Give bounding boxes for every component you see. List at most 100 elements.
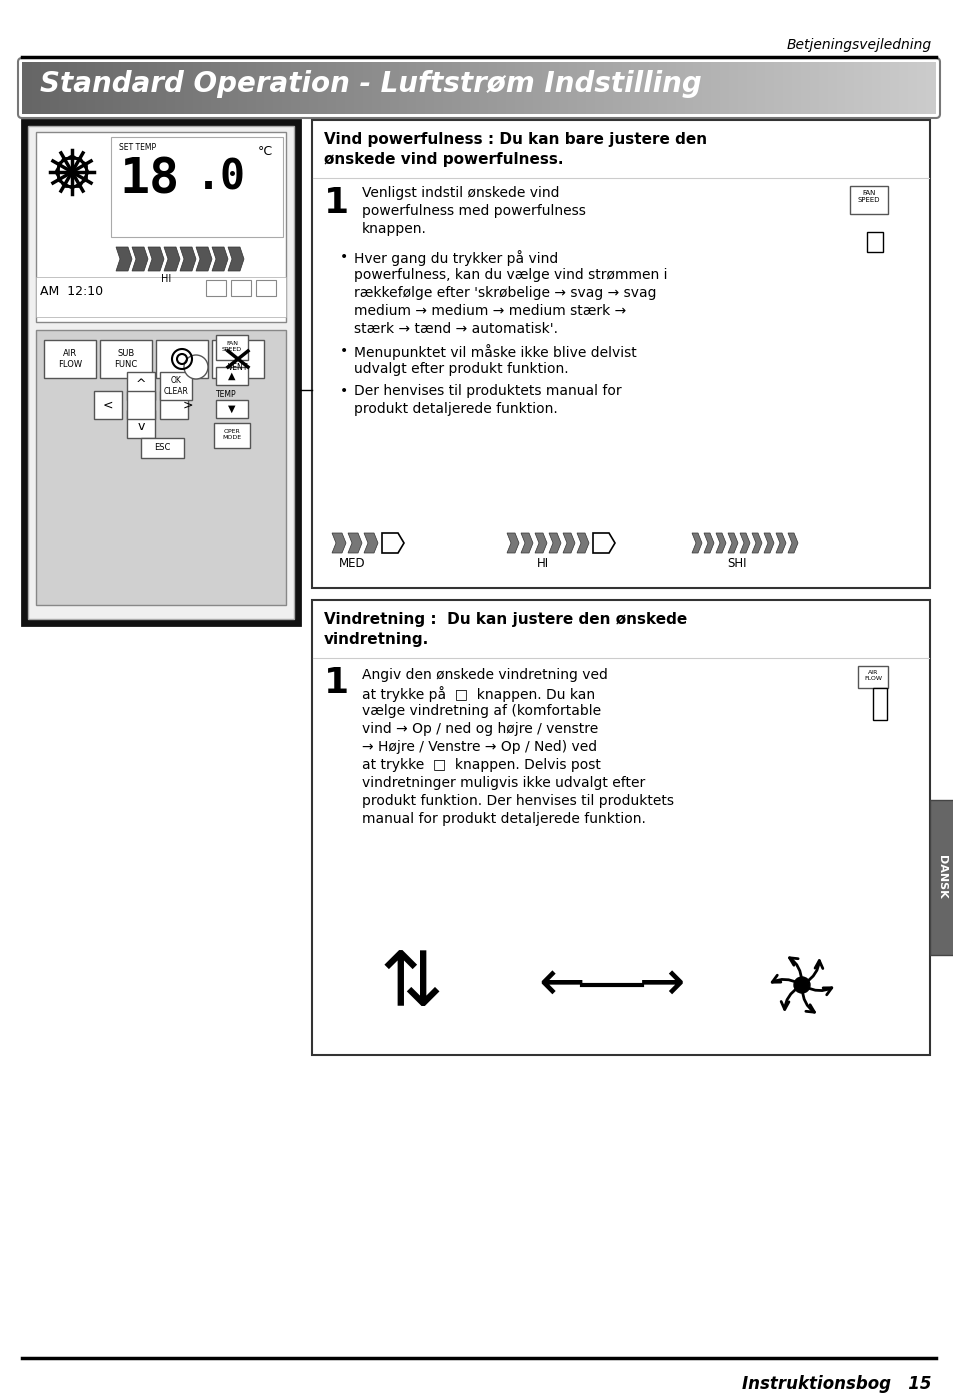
Text: Instruktionsbog   15: Instruktionsbog 15 — [741, 1375, 931, 1393]
Text: powerfulness med powerfulness: powerfulness med powerfulness — [361, 204, 585, 218]
Text: TEMP: TEMP — [215, 391, 236, 399]
Bar — [312, 120, 929, 588]
Text: .0: .0 — [195, 157, 246, 199]
Bar — [22, 120, 299, 624]
Bar — [213, 423, 250, 448]
Text: udvalgt efter produkt funktion.: udvalgt efter produkt funktion. — [354, 363, 568, 377]
Text: <: < — [103, 399, 113, 412]
Polygon shape — [195, 246, 212, 272]
Polygon shape — [228, 246, 244, 272]
Polygon shape — [740, 533, 749, 553]
Polygon shape — [787, 533, 797, 553]
Bar — [160, 391, 188, 419]
Bar — [100, 340, 152, 378]
Text: Der henvises til produktets manual for: Der henvises til produktets manual for — [354, 384, 621, 398]
Polygon shape — [775, 533, 785, 553]
Polygon shape — [763, 533, 773, 553]
Text: → Højre / Venstre → Op / Ned) ved: → Højre / Venstre → Op / Ned) ved — [361, 741, 597, 755]
Text: HI: HI — [161, 274, 171, 284]
Text: stærk → tænd → automatisk'.: stærk → tænd → automatisk'. — [354, 322, 558, 336]
Polygon shape — [364, 533, 377, 553]
Polygon shape — [348, 533, 361, 553]
Text: v: v — [137, 420, 145, 433]
Text: at trykke  □  knappen. Delvis post: at trykke □ knappen. Delvis post — [361, 757, 600, 771]
Circle shape — [184, 356, 208, 379]
Text: Standard Operation - Luftstrøm Indstilling: Standard Operation - Luftstrøm Indstilli… — [40, 70, 701, 98]
Text: 1: 1 — [324, 666, 349, 700]
Bar — [36, 330, 286, 605]
Text: Vindretning :  Du kan justere den ønskede: Vindretning : Du kan justere den ønskede — [324, 612, 686, 627]
Text: Venligst indstil ønskede vind: Venligst indstil ønskede vind — [361, 186, 558, 200]
Bar — [857, 666, 887, 687]
Text: °C: °C — [257, 146, 273, 158]
Text: produkt detaljerede funktion.: produkt detaljerede funktion. — [354, 402, 558, 416]
Bar — [40, 140, 105, 204]
Polygon shape — [703, 533, 713, 553]
Polygon shape — [872, 687, 886, 720]
Text: 1: 1 — [324, 186, 349, 220]
Bar — [141, 438, 184, 458]
Text: Menupunktet vil måske ikke blive delvist: Menupunktet vil måske ikke blive delvist — [354, 344, 636, 360]
Text: ←: ← — [538, 958, 584, 1012]
Polygon shape — [535, 533, 546, 553]
Bar — [849, 186, 887, 214]
Polygon shape — [548, 533, 560, 553]
Text: ▲: ▲ — [228, 371, 235, 381]
Bar — [127, 391, 154, 419]
Polygon shape — [751, 533, 761, 553]
Bar — [215, 367, 248, 385]
Text: SHI: SHI — [726, 557, 746, 570]
Bar — [156, 340, 208, 378]
Text: DANSK: DANSK — [936, 855, 946, 899]
Bar — [929, 799, 953, 955]
Text: OK
CLEAR: OK CLEAR — [163, 377, 189, 396]
Text: vind → Op / ned og højre / venstre: vind → Op / ned og højre / venstre — [361, 722, 598, 736]
Bar — [28, 126, 294, 619]
Bar — [255, 280, 275, 295]
Text: ønskede vind powerfulness.: ønskede vind powerfulness. — [324, 153, 563, 167]
Polygon shape — [164, 246, 180, 272]
Text: at trykke på  □  knappen. Du kan: at trykke på □ knappen. Du kan — [361, 686, 595, 701]
Text: VENT: VENT — [228, 363, 248, 372]
Text: AIR
FLOW: AIR FLOW — [863, 671, 882, 680]
Text: Angiv den ønskede vindretning ved: Angiv den ønskede vindretning ved — [361, 668, 607, 682]
Text: FAN
SPEED: FAN SPEED — [222, 342, 242, 351]
Bar — [44, 340, 96, 378]
Circle shape — [793, 977, 809, 993]
Text: knappen.: knappen. — [361, 223, 426, 237]
Polygon shape — [691, 533, 701, 553]
Bar — [215, 335, 248, 360]
Bar — [160, 372, 192, 400]
Polygon shape — [506, 533, 518, 553]
Text: SET TEMP: SET TEMP — [119, 143, 156, 153]
Text: AIR
FLOW: AIR FLOW — [58, 349, 82, 368]
Polygon shape — [148, 246, 164, 272]
Text: vælge vindretning af (komfortable: vælge vindretning af (komfortable — [361, 704, 600, 718]
Bar — [206, 280, 226, 295]
Text: Vind powerfulness : Du kan bare justere den: Vind powerfulness : Du kan bare justere … — [324, 132, 706, 147]
Bar — [111, 137, 283, 237]
Text: produkt funktion. Der henvises til produktets: produkt funktion. Der henvises til produ… — [361, 794, 673, 808]
Polygon shape — [212, 246, 228, 272]
Text: vindretninger muligvis ikke udvalgt efter: vindretninger muligvis ikke udvalgt efte… — [361, 776, 644, 790]
Text: ▼: ▼ — [228, 405, 235, 414]
Polygon shape — [332, 533, 346, 553]
Text: medium → medium → medium stærk →: medium → medium → medium stærk → — [354, 304, 625, 318]
Text: AM  12:10: AM 12:10 — [40, 286, 103, 298]
Text: ESC: ESC — [153, 444, 170, 452]
Text: ⇅: ⇅ — [379, 948, 443, 1022]
Text: manual for produkt detaljerede funktion.: manual for produkt detaljerede funktion. — [361, 812, 645, 826]
Text: ^: ^ — [135, 378, 146, 391]
Bar — [127, 410, 154, 438]
Polygon shape — [866, 232, 882, 252]
Bar — [127, 372, 154, 400]
Text: OPER
MODE: OPER MODE — [222, 428, 241, 440]
Text: FAN
SPEED: FAN SPEED — [857, 190, 880, 203]
Bar — [36, 132, 286, 322]
Polygon shape — [562, 533, 575, 553]
Text: MED: MED — [338, 557, 365, 570]
Text: Hver gang du trykker på vind: Hver gang du trykker på vind — [354, 251, 558, 266]
Bar — [231, 280, 251, 295]
Text: >: > — [183, 399, 193, 412]
Polygon shape — [520, 533, 533, 553]
